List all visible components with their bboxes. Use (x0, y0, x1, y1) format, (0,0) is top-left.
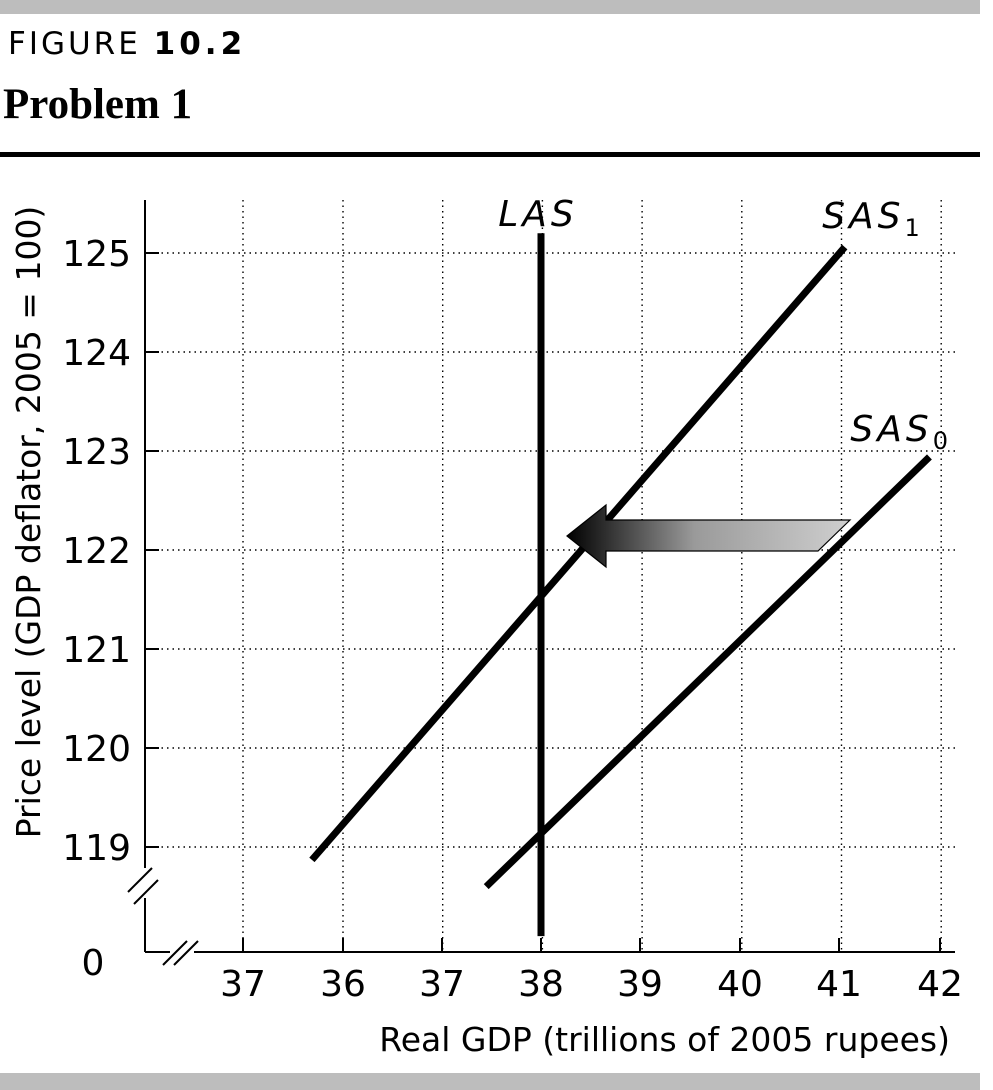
axes (127, 200, 955, 966)
y-axis-break-mark (127, 867, 153, 893)
series-label-subscript: 1 (905, 214, 924, 242)
origin-label: 0 (82, 943, 105, 984)
bottom-band (0, 1073, 980, 1090)
series-line-sas1 (309, 244, 848, 863)
y-tick-label: 123 (62, 432, 131, 473)
figure-label: FIGURE 10.2 (8, 26, 246, 62)
x-tick-label: 41 (816, 964, 862, 1005)
x-tick-label: 39 (617, 964, 663, 1005)
series-line-sas0 (483, 454, 932, 890)
series-label-sas0: SAS0 (850, 409, 952, 455)
shift-arrow-shape (566, 503, 852, 569)
y-tick-label: 122 (62, 531, 131, 572)
y-axis-title: Price level (GDP deflator, 2005 = 100) (9, 206, 48, 839)
x-tick-label: 37 (220, 964, 266, 1005)
x-tick-label: 40 (717, 964, 763, 1005)
tick-labels: 119 120 121 122 123 124 125 0 37 36 37 38 39 40 41 42 Pr… (9, 206, 963, 1059)
figure-number: 10.2 (153, 26, 247, 62)
problem-title: Problem 1 (3, 81, 193, 128)
x-tick-label: 36 (320, 964, 366, 1005)
gridlines (145, 200, 955, 952)
x-tick-label: 42 (917, 964, 963, 1005)
shift-arrow (566, 503, 852, 569)
y-tick-label: 124 (62, 333, 131, 374)
series-label-subscript: 0 (933, 427, 952, 455)
header-rule (0, 152, 980, 157)
y-tick-label: 119 (62, 828, 131, 869)
y-tick-label: 125 (62, 234, 131, 275)
series-lines (309, 233, 932, 937)
y-tick-label: 121 (62, 630, 131, 671)
figure-word: FIGURE (8, 26, 141, 62)
x-axis-break-mark (162, 940, 188, 966)
series-label-las: LAS (498, 194, 578, 235)
y-axis-break-mark (133, 879, 159, 905)
y-tick-label: 120 (62, 729, 131, 770)
x-tick-label: 38 (518, 964, 564, 1005)
series-label-sas1: SAS1 (822, 196, 924, 242)
x-tick-label: 37 (419, 964, 465, 1005)
top-band (0, 0, 980, 14)
x-axis-title: Real GDP (trillions of 2005 rupees) (379, 1020, 950, 1059)
series-labels: LAS SAS1 SAS0 (498, 194, 952, 455)
x-axis-break-mark (173, 940, 199, 966)
